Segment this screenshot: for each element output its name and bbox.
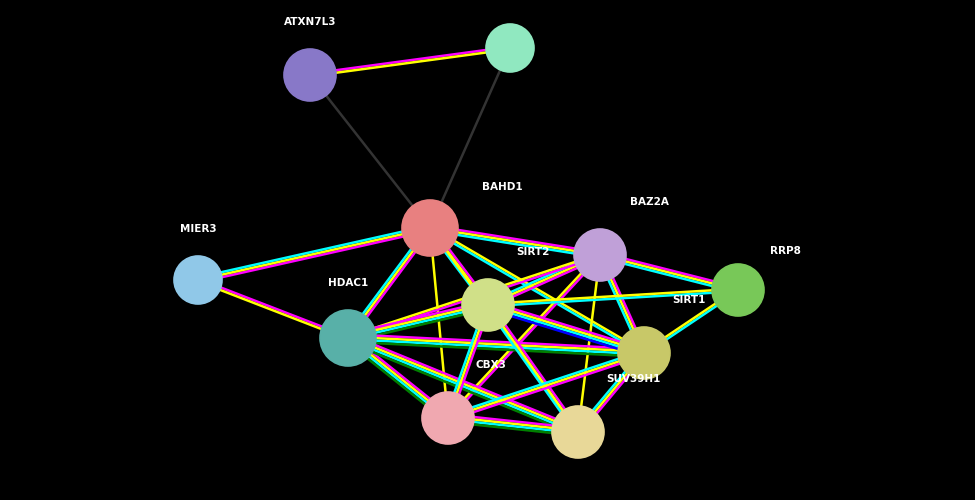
Circle shape: [422, 392, 474, 444]
Circle shape: [618, 327, 670, 379]
Text: CBX3: CBX3: [476, 360, 507, 370]
Text: BAHD1: BAHD1: [482, 182, 523, 192]
Text: SIRT2: SIRT2: [516, 247, 549, 257]
Circle shape: [712, 264, 764, 316]
Text: ZNF282: ZNF282: [540, 0, 585, 2]
Text: RRP8: RRP8: [770, 246, 800, 256]
Text: HDAC1: HDAC1: [328, 278, 369, 288]
Text: SIRT1: SIRT1: [672, 295, 705, 305]
Circle shape: [574, 229, 626, 281]
Circle shape: [284, 49, 336, 101]
Circle shape: [486, 24, 534, 72]
Circle shape: [174, 256, 222, 304]
Text: ATXN7L3: ATXN7L3: [284, 17, 336, 27]
Text: SUV39H1: SUV39H1: [606, 374, 660, 384]
Circle shape: [320, 310, 376, 366]
Text: BAZ2A: BAZ2A: [630, 197, 669, 207]
Text: MIER3: MIER3: [179, 224, 216, 234]
Circle shape: [402, 200, 458, 256]
Circle shape: [552, 406, 604, 458]
Circle shape: [462, 279, 514, 331]
